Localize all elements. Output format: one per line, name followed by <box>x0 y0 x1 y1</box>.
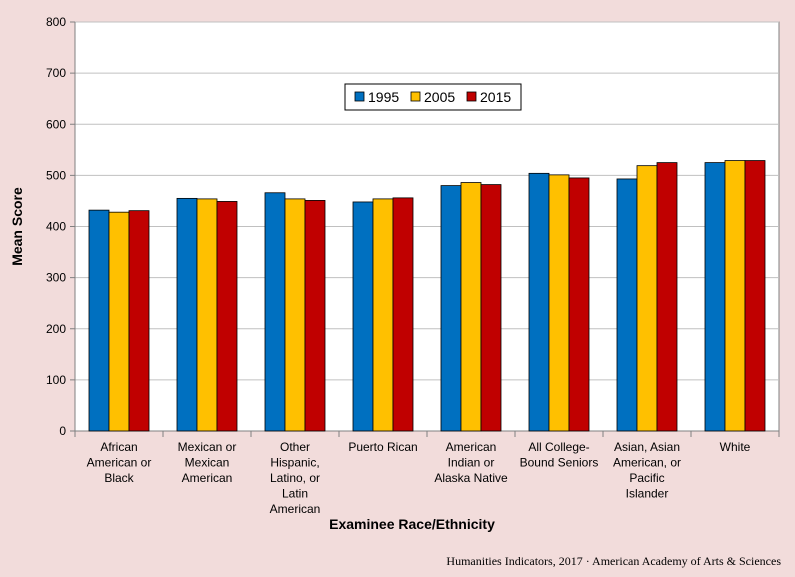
legend-box <box>344 83 522 111</box>
y-tick-label: 600 <box>46 117 66 131</box>
x-category-label: All College-Bound Seniors <box>520 440 599 470</box>
legend-swatch-1995 <box>354 91 365 102</box>
bar-2005 <box>636 165 658 432</box>
legend-label-2005: 2005 <box>424 89 455 105</box>
bar-2015 <box>568 177 590 432</box>
bar-1995 <box>176 197 198 432</box>
bar-2015 <box>744 160 766 432</box>
y-tick-label: 800 <box>46 15 66 29</box>
x-category-label: Other Hispanic, Latino, or Latin American <box>270 440 321 516</box>
bar-2005 <box>284 198 306 432</box>
x-category-label: White <box>720 440 751 454</box>
bar-2015 <box>392 197 414 432</box>
x-category-label: Puerto Rican <box>348 440 417 454</box>
y-tick-label: 200 <box>46 322 66 336</box>
x-category-label: Mexican or Mexican American <box>178 440 237 485</box>
source-credit: Humanities Indicators, 2017 · American A… <box>446 554 781 568</box>
bar-1995 <box>704 162 726 432</box>
y-tick-label: 300 <box>46 271 66 285</box>
legend-swatch-2015 <box>466 91 477 102</box>
legend-label-1995: 1995 <box>368 89 399 105</box>
bar-2005 <box>372 198 394 432</box>
bar-2005 <box>548 174 570 432</box>
bar-1995 <box>440 185 462 432</box>
x-category-label: American Indian or Alaska Native <box>434 440 508 485</box>
bar-1995 <box>528 172 550 432</box>
bar-2005 <box>724 160 746 432</box>
legend-swatch-2005 <box>410 91 421 102</box>
x-category-label: African American or Black <box>87 440 152 485</box>
y-tick-label: 500 <box>46 168 66 182</box>
bar-2015 <box>216 201 238 432</box>
bar-2015 <box>480 184 502 432</box>
y-tick-label: 400 <box>46 220 66 234</box>
x-category-label: Asian, Asian American, or Pacific Islander <box>613 440 681 501</box>
bar-2015 <box>656 162 678 432</box>
bar-2005 <box>460 182 482 432</box>
bar-1995 <box>88 209 110 432</box>
bar-2015 <box>304 200 326 432</box>
bar-2015 <box>128 210 150 432</box>
x-axis-title: Examinee Race/Ethnicity <box>329 516 495 532</box>
y-tick-label: 0 <box>59 424 66 438</box>
bar-2005 <box>196 198 218 432</box>
y-tick-label: 700 <box>46 66 66 80</box>
bar-1995 <box>352 201 374 432</box>
y-axis-title: Mean Score <box>9 187 25 266</box>
bar-2005 <box>108 211 130 432</box>
bar-1995 <box>264 192 286 432</box>
bar-1995 <box>616 178 638 432</box>
y-tick-label: 100 <box>46 373 66 387</box>
legend-label-2015: 2015 <box>480 89 511 105</box>
